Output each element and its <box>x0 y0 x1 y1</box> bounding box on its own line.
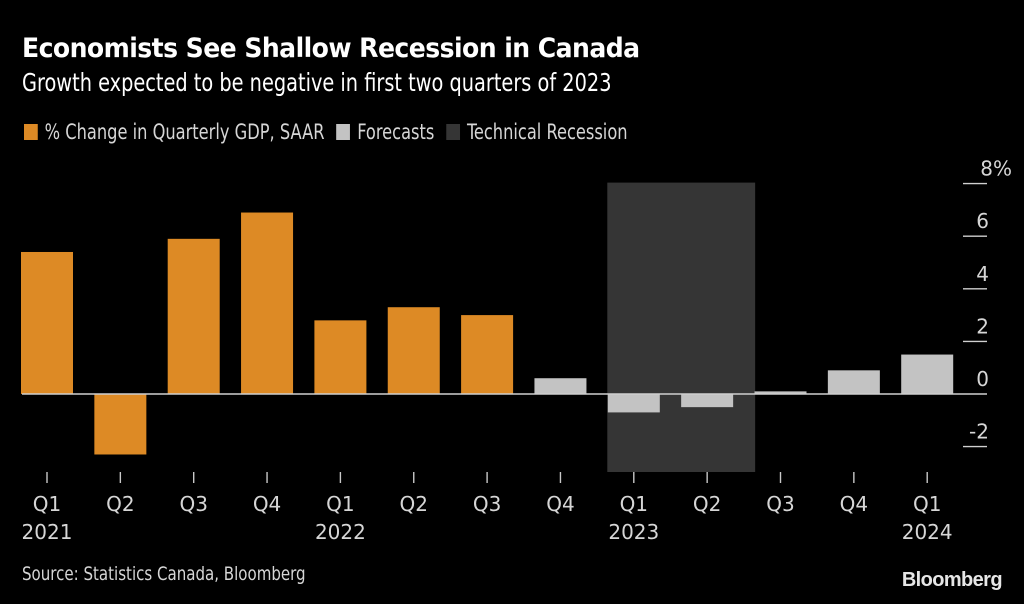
x-tick-label-year: 2021 <box>22 520 73 544</box>
x-tick-label-quarter: Q4 <box>840 492 868 516</box>
x-tick-label-quarter: Q3 <box>179 492 207 516</box>
legend-label-forecasts: Forecasts <box>357 120 435 144</box>
x-tick-label-quarter: Q2 <box>400 492 428 516</box>
recession-shading <box>607 182 756 472</box>
x-tick-label-year: 2023 <box>608 520 659 544</box>
gdp-bar-q2-2021 <box>94 394 147 455</box>
x-tick-label-year: 2022 <box>315 520 366 544</box>
legend-label-gdp: % Change in Quarterly GDP, SAAR <box>44 120 325 144</box>
forecast-bar-q4-2022 <box>534 378 587 394</box>
x-tick-label-quarter: Q3 <box>473 492 501 516</box>
legend-item-gdp: % Change in Quarterly GDP, SAAR <box>24 120 325 144</box>
y-tick-label: 2 <box>976 314 989 338</box>
gdp-bar-q3-2022 <box>461 315 514 394</box>
legend: % Change in Quarterly GDP, SAAR Forecast… <box>24 120 640 144</box>
gdp-bar-q1-2022 <box>314 320 367 394</box>
x-tick-label-quarter: Q1 <box>913 492 941 516</box>
bloomberg-logo: Bloomberg <box>901 569 1003 591</box>
source-note: Source: Statistics Canada, Bloomberg <box>22 563 306 585</box>
forecast-bar-q2-2023 <box>681 394 734 408</box>
forecast-bar-q3-2023 <box>754 391 807 394</box>
legend-swatch-recession <box>446 124 461 140</box>
x-tick-label-quarter: Q1 <box>620 492 648 516</box>
gdp-bar-q2-2022 <box>387 307 440 394</box>
x-tick-label-quarter: Q2 <box>693 492 721 516</box>
y-tick-label: 0 <box>976 367 989 391</box>
x-tick-label-quarter: Q4 <box>253 492 281 516</box>
gdp-bar-q4-2021 <box>241 212 294 394</box>
x-tick-label-quarter: Q1 <box>326 492 354 516</box>
y-tick-label: 4 <box>976 262 989 286</box>
forecast-bar-q1-2024 <box>901 354 954 394</box>
legend-swatch-gdp <box>24 124 38 140</box>
gdp-bar-q1-2021 <box>21 251 73 394</box>
x-tick-label-quarter: Q3 <box>766 492 794 516</box>
legend-item-forecasts: Forecasts <box>336 120 435 144</box>
x-tick-label-quarter: Q1 <box>33 492 61 516</box>
y-tick-label: 6 <box>976 209 989 233</box>
chart-title: Economists See Shallow Recession in Cana… <box>22 33 640 64</box>
x-tick-label-year: 2024 <box>902 520 953 544</box>
legend-swatch-forecasts <box>336 124 351 140</box>
forecast-bar-q1-2023 <box>607 394 660 413</box>
legend-label-recession: Technical Recession <box>467 120 628 144</box>
y-tick-label: -2 <box>969 420 989 444</box>
x-tick-label-quarter: Q4 <box>546 492 574 516</box>
y-tick-label: 8% <box>980 157 1012 181</box>
legend-item-recession: Technical Recession <box>446 120 628 144</box>
forecast-bar-q4-2023 <box>827 370 880 394</box>
chart-subtitle: Growth expected to be negative in first … <box>22 68 612 97</box>
gdp-bar-q3-2021 <box>167 238 220 394</box>
x-tick-label-quarter: Q2 <box>106 492 134 516</box>
